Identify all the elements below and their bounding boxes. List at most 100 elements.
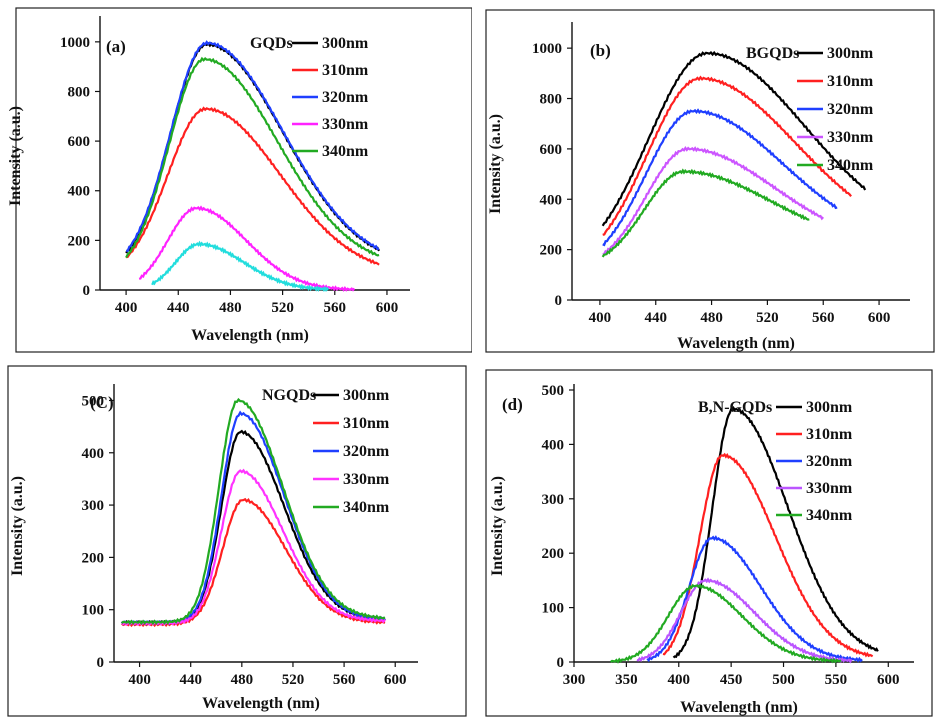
legend-label: 330nm	[343, 471, 390, 488]
legend-label: 340nm	[343, 499, 390, 516]
y-tick-label: 800	[68, 84, 91, 100]
legend-label: 340nm	[322, 143, 369, 160]
x-tick-label: 440	[644, 310, 667, 326]
legend-title: B,N-GQDs	[698, 399, 772, 416]
x-tick-label: 350	[615, 672, 638, 688]
x-tick-label: 300	[563, 672, 586, 688]
series-line-3	[602, 146, 825, 256]
legend-label: 310nm	[806, 426, 853, 443]
panel-d: 0 100 200 300 400 500 300 350 400 450 500 550 600 Wav…	[480, 362, 936, 719]
y-tick-label: 0	[555, 293, 563, 309]
y-tick-label: 1000	[60, 35, 90, 51]
series-line-2	[602, 108, 838, 247]
legend-label: 330nm	[322, 116, 369, 133]
series-line-3	[636, 577, 853, 664]
y-tick-label: 1000	[532, 41, 562, 57]
x-tick-label: 520	[282, 672, 305, 688]
series-line-4	[125, 56, 380, 259]
y-tick-label: 200	[82, 550, 105, 566]
legend-label: 340nm	[827, 157, 874, 174]
series-line-5	[151, 240, 330, 293]
panel-frame	[15, 7, 472, 353]
x-tick-label: 520	[756, 310, 779, 326]
series-line-3	[138, 205, 356, 292]
series-line-1	[602, 75, 852, 236]
x-tick-label: 440	[179, 672, 202, 688]
y-tick-label: 200	[540, 243, 563, 259]
panel-frame	[485, 369, 933, 717]
x-tick-label: 480	[700, 310, 723, 326]
x-tick-label: 400	[589, 310, 612, 326]
y-tick-label: 400	[540, 192, 563, 208]
x-tick-label: 600	[376, 300, 399, 316]
y-tick-label: 0	[557, 655, 565, 671]
chart-c: 0 100 200 300 400 500 400 440 480 520 560 600 Wavele…	[7, 365, 467, 717]
x-tick-label: 520	[271, 300, 294, 316]
legend-label: 340nm	[806, 507, 853, 524]
panel-label: (a)	[106, 37, 126, 56]
y-tick-label: 500	[542, 383, 565, 399]
panel-label: (C)	[90, 393, 114, 412]
x-tick-label: 400	[668, 672, 691, 688]
series-line-0	[672, 405, 879, 659]
legend-label: 300nm	[322, 35, 369, 52]
x-tick-label: 500	[772, 672, 795, 688]
legend-label: 300nm	[806, 399, 853, 416]
chart-a: 0 200 400 600 800 1000 400 440 480 520 560 600 Wavel…	[7, 7, 472, 353]
y-axis-label: Intensity (a.u.)	[489, 476, 506, 576]
series-line-1	[120, 497, 386, 628]
panel-b: 0 200 400 600 800 1000 400 440 480 520 560 600 Wavel…	[480, 0, 936, 356]
series-line-0	[121, 429, 386, 626]
y-tick-label: 800	[540, 92, 563, 108]
legend-label: 320nm	[827, 101, 874, 118]
y-tick-label: 600	[68, 134, 91, 150]
x-tick-label: 400	[128, 672, 151, 688]
legend-title: BGQDs	[746, 45, 799, 62]
panel-frame	[7, 365, 467, 717]
x-axis-label: Wavelength (nm)	[680, 699, 798, 716]
legend-label: 310nm	[343, 415, 390, 432]
legend-label: 330nm	[806, 480, 853, 497]
y-tick-label: 100	[542, 601, 565, 617]
y-tick-label: 600	[540, 142, 563, 158]
legend-label: 300nm	[827, 45, 874, 62]
x-tick-label: 480	[219, 300, 242, 316]
y-tick-label: 400	[68, 184, 91, 200]
y-tick-label: 0	[83, 283, 91, 299]
x-tick-label: 440	[167, 300, 190, 316]
y-tick-label: 300	[542, 492, 565, 508]
series-line-0	[601, 50, 867, 227]
legend-label: 310nm	[827, 73, 874, 90]
series-line-1	[125, 106, 380, 266]
series-line-4	[601, 168, 810, 258]
x-tick-label: 560	[333, 672, 356, 688]
x-tick-label: 550	[825, 672, 848, 688]
legend-label: 320nm	[806, 453, 853, 470]
y-axis-label: Intensity (a.u.)	[487, 114, 504, 214]
x-axis-label: Wavelength (nm)	[191, 327, 309, 344]
x-tick-label: 600	[877, 672, 900, 688]
x-tick-label: 600	[868, 310, 891, 326]
y-tick-label: 0	[97, 655, 105, 671]
legend-title: GQDs	[250, 35, 293, 52]
y-tick-label: 300	[82, 498, 105, 514]
legend-label: 330nm	[827, 129, 874, 146]
y-tick-label: 200	[542, 546, 565, 562]
y-tick-label: 100	[82, 603, 105, 619]
panel-label: (b)	[590, 41, 611, 60]
x-tick-label: 560	[324, 300, 347, 316]
series-line-3	[121, 468, 386, 627]
x-axis-label: Wavelength (nm)	[202, 695, 320, 712]
y-tick-label: 200	[68, 233, 91, 249]
legend-label: 320nm	[322, 89, 369, 106]
x-tick-label: 400	[115, 300, 138, 316]
y-tick-label: 400	[82, 446, 105, 462]
panel-a: 0 200 400 600 800 1000 400 440 480 520 560 600 Wavel…	[0, 0, 472, 356]
panel-frame	[485, 9, 935, 353]
series-line-4	[121, 397, 386, 626]
x-tick-label: 600	[384, 672, 407, 688]
x-tick-label: 560	[812, 310, 835, 326]
legend-label: 300nm	[343, 387, 390, 404]
panel-label: (d)	[502, 395, 523, 414]
x-axis-label: Wavelength (nm)	[677, 335, 795, 352]
